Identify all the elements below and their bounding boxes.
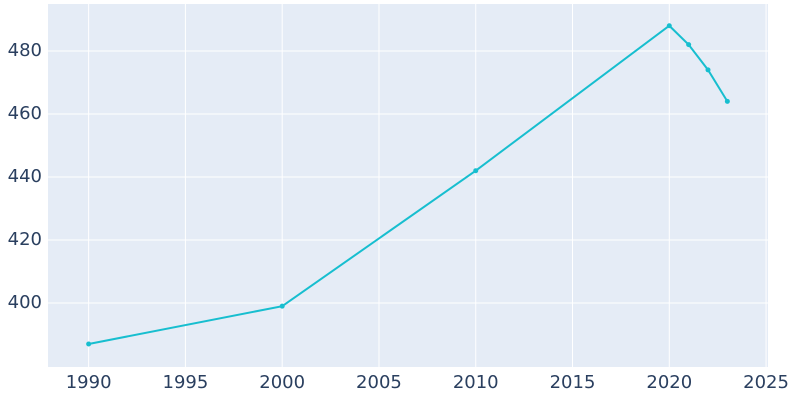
- x-tick-label: 1990: [66, 372, 112, 393]
- plot-area: [48, 4, 768, 367]
- point: [279, 303, 285, 309]
- point: [473, 168, 479, 174]
- point: [705, 67, 711, 73]
- x-tick-label: 1995: [163, 372, 209, 393]
- x-tick-label: 2005: [356, 372, 402, 393]
- point: [86, 341, 92, 347]
- x-tick-label: 2010: [453, 372, 499, 393]
- x-tick-label: 2020: [646, 372, 692, 393]
- y-tick-label: 400: [8, 292, 42, 313]
- point: [686, 42, 692, 48]
- y-tick-label: 440: [8, 166, 42, 187]
- x-tick-label: 2015: [550, 372, 596, 393]
- y-tick-label: 460: [8, 103, 42, 124]
- y-tick-label: 420: [8, 229, 42, 250]
- point: [724, 98, 730, 104]
- point: [666, 23, 672, 29]
- x-tick-label: 2000: [259, 372, 305, 393]
- y-tick-label: 480: [8, 40, 42, 61]
- x-tick-label: 2025: [743, 372, 789, 393]
